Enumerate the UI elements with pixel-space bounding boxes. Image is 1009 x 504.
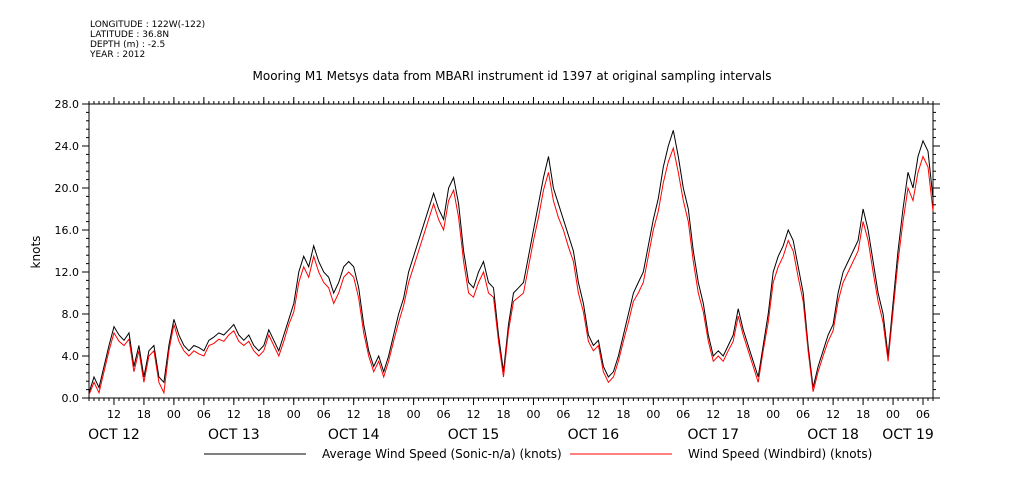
x-hour-label: 00 <box>407 408 421 421</box>
x-day-label: OCT 12 <box>88 427 140 443</box>
x-hour-label: 12 <box>706 408 720 421</box>
x-hour-label: 12 <box>347 408 361 421</box>
x-hour-label: 18 <box>257 408 271 421</box>
x-hour-label: 18 <box>497 408 511 421</box>
x-hour-label: 12 <box>227 408 241 421</box>
legend-label-2: Wind Speed (Windbird) (knots) <box>688 447 872 461</box>
x-hour-label: 12 <box>826 408 840 421</box>
x-hour-label: 18 <box>616 408 630 421</box>
latitude-label: LATITUDE : 36.8N <box>90 30 170 40</box>
year-label: YEAR : 2012 <box>90 50 146 60</box>
x-hour-label: 00 <box>287 408 301 421</box>
y-tick-label: 20.0 <box>55 182 80 195</box>
series-line-2 <box>88 146 934 396</box>
x-hour-label: 06 <box>916 408 930 421</box>
y-tick-label: 8.0 <box>62 308 80 321</box>
y-tick-label: 12.0 <box>55 266 80 279</box>
y-tick-label: 24.0 <box>55 140 80 153</box>
x-hour-label: 06 <box>556 408 570 421</box>
plot-frame <box>88 103 934 399</box>
x-hour-label: 12 <box>107 408 121 421</box>
x-hour-label: 12 <box>467 408 481 421</box>
x-hour-label: 00 <box>886 408 900 421</box>
x-hour-label: 18 <box>137 408 151 421</box>
x-day-label: OCT 17 <box>687 427 739 443</box>
y-tick-label: 16.0 <box>55 224 80 237</box>
series-line-1 <box>88 130 934 393</box>
y-tick-label: 4.0 <box>62 350 80 363</box>
x-hour-label: 00 <box>766 408 780 421</box>
x-hour-label: 18 <box>856 408 870 421</box>
chart-title: Mooring M1 Metsys data from MBARI instru… <box>253 69 772 83</box>
x-hour-label: 12 <box>586 408 600 421</box>
x-hour-label: 00 <box>646 408 660 421</box>
y-tick-label: 0.0 <box>62 392 80 405</box>
y-tick-label: 28.0 <box>55 98 80 111</box>
x-hour-label: 18 <box>377 408 391 421</box>
legend-label-1: Average Wind Speed (Sonic-n/a) (knots) <box>322 447 562 461</box>
depth-label: DEPTH (m) : -2.5 <box>90 40 166 50</box>
x-day-label: OCT 16 <box>568 427 620 443</box>
x-day-label: OCT 18 <box>807 427 859 443</box>
x-hour-label: 06 <box>676 408 690 421</box>
x-day-label: OCT 14 <box>328 427 380 443</box>
x-hour-label: 06 <box>796 408 810 421</box>
y-axis-label: knots <box>29 236 43 269</box>
x-day-label: OCT 15 <box>448 427 500 443</box>
x-hour-label: 00 <box>526 408 540 421</box>
x-day-label: OCT 19 <box>882 427 934 443</box>
x-hour-label: 18 <box>736 408 750 421</box>
x-hour-label: 00 <box>167 408 181 421</box>
legend: Average Wind Speed (Sonic-n/a) (knots) Wi… <box>204 447 872 461</box>
x-day-label: OCT 13 <box>208 427 260 443</box>
x-hour-label: 06 <box>437 408 451 421</box>
metadata-block: LONGITUDE : 122W(-122) LATITUDE : 36.8N … <box>90 20 205 60</box>
x-hour-label: 06 <box>197 408 211 421</box>
longitude-label: LONGITUDE : 122W(-122) <box>90 20 206 30</box>
x-hour-label: 06 <box>317 408 331 421</box>
